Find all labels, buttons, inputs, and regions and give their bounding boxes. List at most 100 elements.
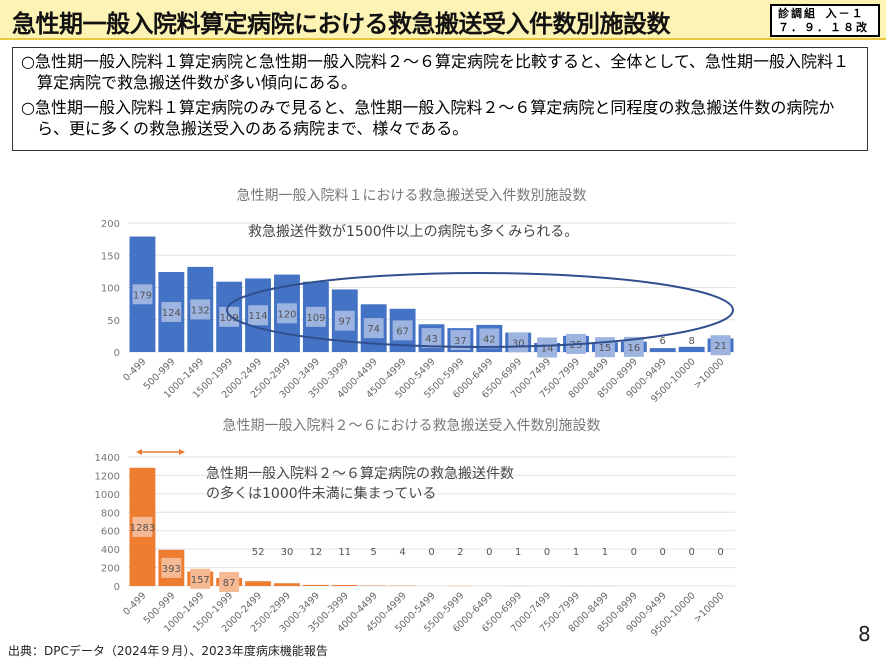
- data-label: 179: [133, 290, 152, 301]
- bar: [302, 584, 329, 586]
- y-tick-label: 200: [101, 564, 120, 575]
- page-number: 8: [858, 622, 871, 646]
- data-label: 1: [602, 547, 608, 558]
- document-id-badge: 診調組 入－１ ７．９．１８改: [770, 4, 880, 37]
- x-tick-label: 0-499: [121, 356, 148, 383]
- data-label: 21: [714, 341, 727, 352]
- bar: [678, 346, 705, 352]
- data-label: 16: [627, 343, 640, 354]
- data-label: 1283: [130, 523, 155, 534]
- chart-annotation: 救急搬送件数が1500件以上の病院も多くみられる。: [248, 223, 578, 240]
- data-label-bg: [421, 328, 442, 349]
- arrow-head-icon: [136, 449, 185, 455]
- badge-line1: 診調組 入－１: [778, 7, 865, 20]
- data-label: 5: [371, 547, 377, 558]
- data-label-bg: [479, 328, 500, 349]
- data-label-bg: [219, 571, 240, 592]
- data-label-bg: [305, 306, 326, 327]
- data-label-bg: [450, 330, 471, 351]
- data-label: 157: [191, 575, 210, 586]
- y-tick-label: 800: [101, 508, 120, 519]
- data-label: 0: [631, 547, 637, 558]
- y-tick-label: 200: [101, 219, 120, 230]
- data-label: 30: [512, 338, 525, 349]
- data-label-bg: [132, 284, 153, 305]
- data-label-bg: [392, 320, 413, 341]
- y-tick-label: 1000: [95, 490, 120, 501]
- chart-annotation: 急性期一般入院料２～６算定病院の救急搬送件数: [206, 466, 514, 482]
- x-tick-label: 0-499: [121, 590, 148, 617]
- data-label: 109: [306, 313, 325, 324]
- bar: [274, 583, 300, 586]
- data-label-bg: [334, 310, 355, 331]
- data-label: 1: [573, 547, 579, 558]
- data-label: 0: [660, 547, 666, 558]
- data-label: 0: [428, 547, 434, 558]
- title-bar: 急性期一般入院料算定病院における救急搬送受入件数別施設数 診調組 入－１ ７．９…: [0, 0, 886, 40]
- data-label: 25: [570, 340, 583, 351]
- data-label: 97: [338, 317, 351, 328]
- y-tick-label: 600: [101, 527, 120, 538]
- data-label-bg: [363, 318, 384, 339]
- data-label-bg: [190, 568, 211, 589]
- data-label: 11: [338, 547, 351, 558]
- data-label: 67: [396, 326, 409, 337]
- data-label-bg: [623, 336, 644, 357]
- data-label-bg: [161, 302, 182, 323]
- data-label: 0: [688, 547, 694, 558]
- data-label: 12: [310, 547, 323, 558]
- bar: [649, 348, 676, 352]
- y-tick-label: 1200: [95, 471, 120, 482]
- data-label: 4: [399, 547, 405, 558]
- summary-point: ○急性期一般入院料１算定病院と急性期一般入院料２～６算定病院を比較すると、全体と…: [21, 52, 850, 92]
- x-tick-label: >10000: [692, 356, 727, 391]
- data-label: 0: [717, 547, 723, 558]
- data-label: 30: [281, 547, 294, 558]
- y-tick-label: 0: [114, 582, 120, 593]
- summary-point: ○急性期一般入院料１算定病院のみで見ると、急性期一般入院料２～６算定病院と同程度…: [21, 98, 835, 138]
- y-tick-label: 50: [107, 316, 120, 327]
- badge-line2: ７．９．１８改: [778, 21, 869, 34]
- bar: [331, 584, 358, 586]
- page-title: 急性期一般入院料算定病院における救急搬送受入件数別施設数: [12, 10, 671, 38]
- data-label: 43: [425, 334, 438, 345]
- source-note: 出典：DPCデータ（2024年９月）、2023年度病床機能報告: [8, 644, 328, 658]
- summary-box: ○急性期一般入院料１算定病院と急性期一般入院料２～６算定病院を比較すると、全体と…: [12, 47, 868, 151]
- data-label: 52: [252, 547, 265, 558]
- data-label-bg: [161, 557, 182, 578]
- data-label: 6: [660, 336, 666, 347]
- data-label-bg: [248, 305, 269, 326]
- y-tick-label: 400: [101, 545, 120, 556]
- highlight-ellipse: [226, 272, 734, 348]
- data-label: 37: [454, 336, 467, 347]
- y-tick-label: 0: [114, 348, 120, 359]
- y-tick-label: 150: [101, 251, 120, 262]
- data-label: 1: [515, 547, 521, 558]
- data-label-bg: [219, 306, 240, 327]
- data-label: 74: [367, 324, 380, 335]
- y-tick-label: 100: [101, 284, 120, 295]
- data-label: 8: [688, 336, 694, 347]
- data-label: 42: [483, 334, 496, 345]
- x-tick-label: >10000: [692, 590, 727, 625]
- data-label: 109: [220, 313, 239, 324]
- data-label-bg: [277, 303, 297, 324]
- data-label: 124: [162, 308, 181, 319]
- data-label: 14: [541, 343, 554, 354]
- data-label: 114: [249, 311, 268, 322]
- chart-annotation: の多くは1000件未満に集まっている: [206, 485, 436, 502]
- data-label-bg: [710, 335, 731, 356]
- data-label: 0: [544, 547, 550, 558]
- y-tick-label: 1400: [95, 453, 120, 464]
- data-label: 2: [457, 547, 463, 558]
- data-label: 87: [223, 578, 236, 589]
- data-label: 0: [486, 547, 492, 558]
- data-label-bg: [537, 337, 558, 358]
- chart-title: 急性期一般入院料１における救急搬送受入件数別施設数: [237, 188, 587, 204]
- chart-title: 急性期一般入院料２～６における救急搬送受入件数別施設数: [223, 418, 601, 434]
- data-label: 393: [162, 564, 181, 575]
- data-label: 15: [599, 343, 612, 354]
- data-label-bg: [132, 516, 153, 537]
- data-label: 120: [277, 309, 296, 320]
- bar: [245, 581, 272, 586]
